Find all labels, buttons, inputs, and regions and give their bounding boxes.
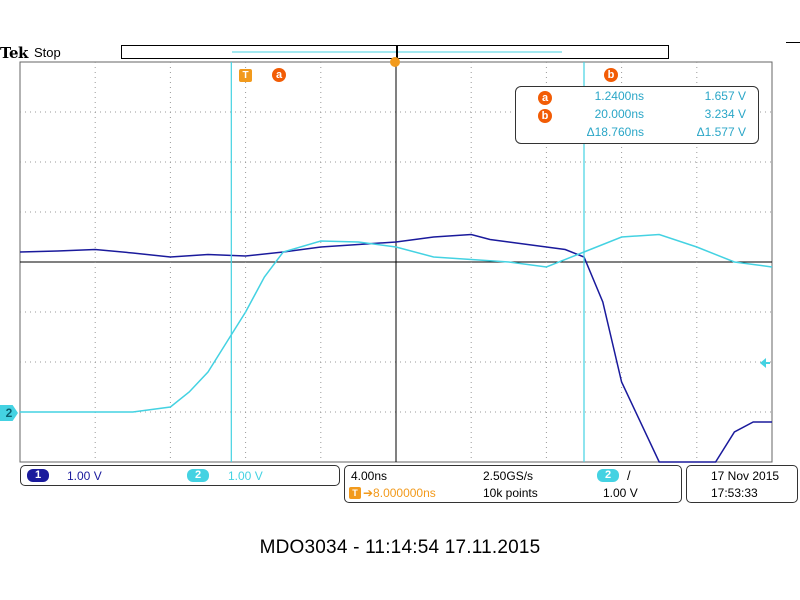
ch2-scale[interactable]: 1.00 V [228,469,263,483]
readout-a-badge: a [538,91,552,105]
readout-b-volts: 3.234 V [704,107,746,121]
cursor-readout: a 1.2400ns 1.657 V b 20.000ns 3.234 V Δ1… [515,86,759,144]
trace-ch2 [20,233,773,413]
brand-logo: Tek [0,44,28,62]
readout-row-a: a 1.2400ns 1.657 V [516,89,758,107]
footer-caption: MDO3034 - 11:14:54 17.11.2015 [259,537,541,558]
ch1-badge[interactable]: 1 [27,469,49,482]
trigger-source-badge[interactable]: 2 [597,469,619,482]
traces [19,233,773,463]
readout-a-time: 1.2400ns [594,89,644,103]
readout-b-badge: b [538,109,552,123]
readout-delta-volts: Δ1.577 V [696,125,746,139]
readout-a-volts: 1.657 V [704,89,746,103]
trigger-slope-icon[interactable]: / [627,468,631,483]
trigger-time-icon[interactable] [388,56,402,68]
datetime-panel: 17 Nov 2015 17:53:33 [686,465,798,503]
readout-row-b: b 20.000ns 3.234 V [516,107,758,125]
sample-rate: 2.50GS/s [483,469,534,483]
ch1-scale[interactable]: 1.00 V [67,469,102,483]
cursor-a-badge[interactable]: a [272,68,286,82]
date-value: 17 Nov 2015 [711,469,780,483]
time-per-div[interactable]: 4.00ns [351,469,388,483]
ch2-badge[interactable]: 2 [187,469,209,482]
readout-delta-time: Δ18.760ns [586,125,644,139]
time-value: 17:53:33 [711,486,758,500]
run-state-label[interactable]: Stop [34,45,61,60]
trigger-position-badge: T [349,487,361,499]
trigger-position-value[interactable]: ➔8.000000ns [363,486,436,500]
readout-row-delta: Δ18.760ns Δ1.577 V [516,125,758,143]
timebase-panel[interactable]: 4.00ns 2.50GS/s 2 / T ➔8.000000ns 10k po… [344,465,682,503]
trigger-level-icon[interactable] [758,357,770,369]
ch2-ground-marker[interactable]: 2 [0,405,18,421]
graticule [19,61,773,463]
trace-ch1 [19,233,772,463]
edge-tick [786,42,800,43]
trigger-position-icon[interactable]: T [239,69,252,82]
cursor-b-badge[interactable]: b [604,68,618,82]
channel-scale-panel[interactable]: 1 1.00 V 2 1.00 V [20,465,340,486]
trigger-level-value[interactable]: 1.00 V [603,486,638,500]
waveform-display[interactable] [0,60,800,464]
readout-b-time: 20.000ns [594,107,644,121]
record-length: 10k points [483,486,538,500]
record-view-svg [232,46,562,58]
